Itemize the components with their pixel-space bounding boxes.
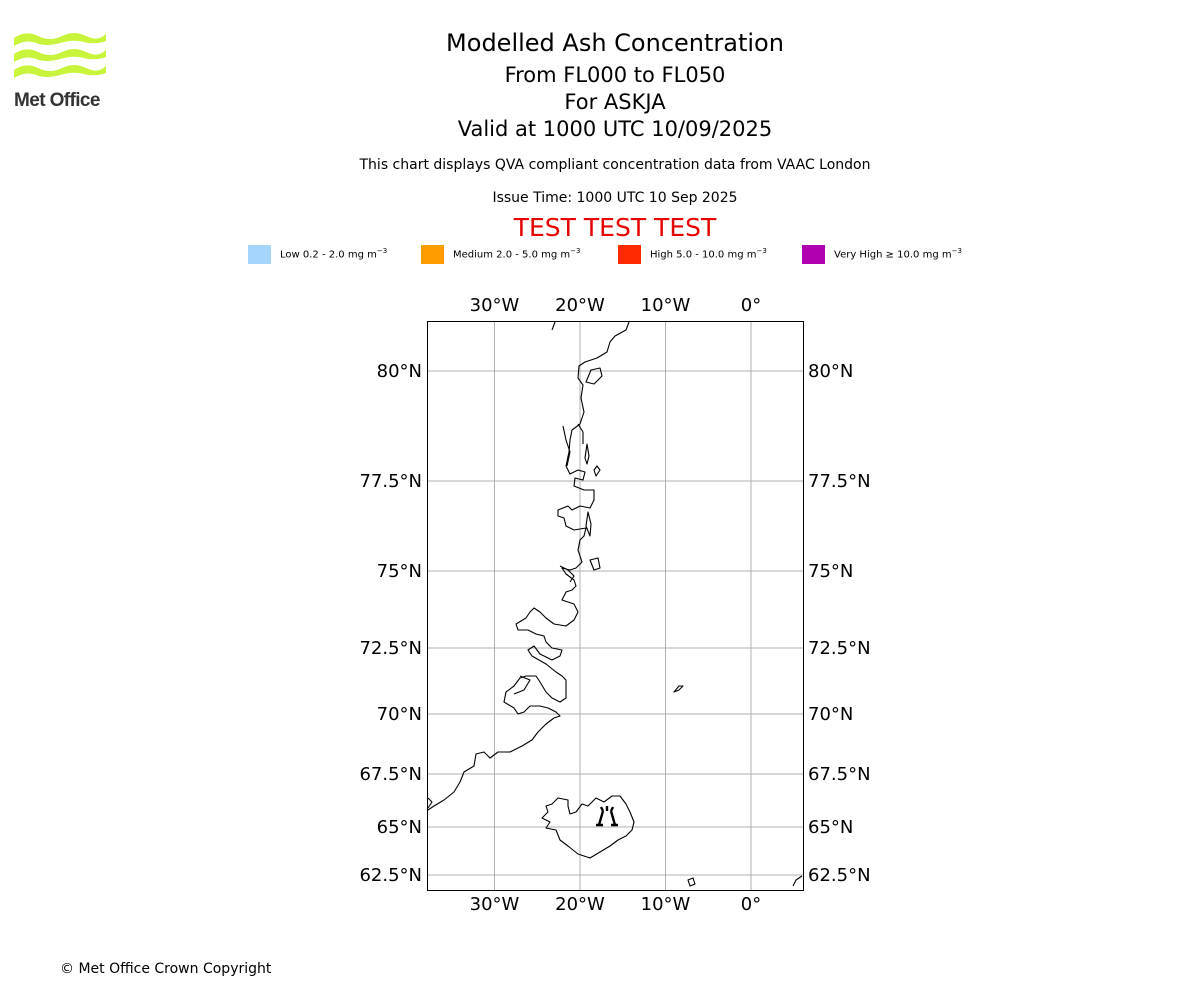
legend-label-low: Low 0.2 - 2.0 mg m xyxy=(280,249,377,261)
lat-tick-label-right: 77.5°N xyxy=(808,471,871,492)
island-2 xyxy=(593,465,601,477)
lat-tick-label-left: 80°N xyxy=(377,361,422,382)
lon-tick-label-top: 30°W xyxy=(470,295,520,316)
lon-tick-label-bottom: 30°W xyxy=(470,894,520,915)
lat-tick-label-left: 75°N xyxy=(377,561,422,582)
legend-label-high: High 5.0 - 10.0 mg m xyxy=(650,249,757,261)
met-office-logo: Met Office xyxy=(14,30,114,111)
lat-tick-label-right: 75°N xyxy=(808,561,853,582)
island-6 xyxy=(559,565,575,583)
lat-tick-label-right: 62.5°N xyxy=(808,865,871,886)
legend-item-high: High 5.0 - 10.0 mg m−3 xyxy=(618,244,767,264)
lat-tick-label-right: 72.5°N xyxy=(808,638,871,659)
legend-item-medium: Medium 2.0 - 5.0 mg m−3 xyxy=(421,244,580,264)
lat-tick-label-left: 62.5°N xyxy=(359,865,422,886)
copyright-text: © Met Office Crown Copyright xyxy=(60,961,272,977)
lat-tick-label-right: 65°N xyxy=(808,817,853,838)
greenland-north-coast xyxy=(551,321,556,331)
lat-tick-label-left: 70°N xyxy=(377,704,422,725)
greenland-fjord-2 xyxy=(577,423,584,444)
iceland-coastline xyxy=(541,795,635,859)
legend-swatch-medium xyxy=(421,244,444,264)
island-3 xyxy=(585,511,592,537)
coastlines xyxy=(427,321,803,887)
island-7 xyxy=(513,675,531,695)
lon-tick-label-top: 20°W xyxy=(555,295,605,316)
jan-mayen-island xyxy=(673,685,684,693)
chart-title: Modelled Ash Concentration xyxy=(446,29,784,57)
valid-time: Valid at 1000 UTC 10/09/2025 xyxy=(457,117,773,141)
island-5 xyxy=(589,557,601,571)
met-office-wave-icon xyxy=(14,33,106,78)
lat-tick-label-left: 72.5°N xyxy=(359,638,422,659)
level-range: From FL000 to FL050 xyxy=(504,63,726,87)
lon-tick-label-bottom: 20°W xyxy=(555,894,605,915)
legend-item-very-high: Very High ≥ 10.0 mg m−3 xyxy=(802,244,962,264)
legend-swatch-high xyxy=(618,244,641,264)
lat-tick-label-right: 80°N xyxy=(808,361,853,382)
issue-time: Issue Time: 1000 UTC 10 Sep 2025 xyxy=(492,190,738,206)
test-banner: TEST TEST TEST xyxy=(513,213,717,242)
greenland-fjord-1 xyxy=(562,425,571,467)
island-4 xyxy=(585,367,603,385)
lat-tick-label-left: 65°N xyxy=(377,817,422,838)
greenland-coastline xyxy=(427,321,630,811)
legend-swatch-low xyxy=(248,244,271,264)
lon-tick-label-bottom: 10°W xyxy=(641,894,691,915)
legend-item-low: Low 0.2 - 2.0 mg m−3 xyxy=(248,244,387,264)
island-1 xyxy=(584,443,590,465)
volcano-icon xyxy=(596,806,618,827)
logo-wordmark: Met Office xyxy=(14,90,100,111)
lat-tick-label-left: 67.5°N xyxy=(359,764,422,785)
lon-tick-label-bottom: 0° xyxy=(741,894,761,915)
map-gridlines xyxy=(427,321,804,891)
lon-tick-label-top: 10°W xyxy=(641,295,691,316)
lon-tick-label-top: 0° xyxy=(741,295,761,316)
scotland-coastline xyxy=(792,875,803,887)
legend-label-medium: Medium 2.0 - 5.0 mg m xyxy=(453,249,571,261)
lat-tick-label-right: 67.5°N xyxy=(808,764,871,785)
chart-description: This chart displays QVA compliant concen… xyxy=(359,157,871,173)
lat-tick-label-right: 70°N xyxy=(808,704,853,725)
greenland-southwest-coast xyxy=(427,797,433,809)
legend-label-very-high: Very High ≥ 10.0 mg m xyxy=(834,249,952,261)
faroe-islands xyxy=(687,877,696,887)
volcano-name: For ASKJA xyxy=(564,90,666,114)
lat-tick-label-left: 77.5°N xyxy=(359,471,422,492)
legend-swatch-very-high xyxy=(802,244,825,264)
map-tick-labels: 30°W 30°W 20°W 20°W 10°W 10°W 0° 0° 80°N 80°N 77.5… xyxy=(359,295,870,915)
map-frame xyxy=(427,321,804,891)
